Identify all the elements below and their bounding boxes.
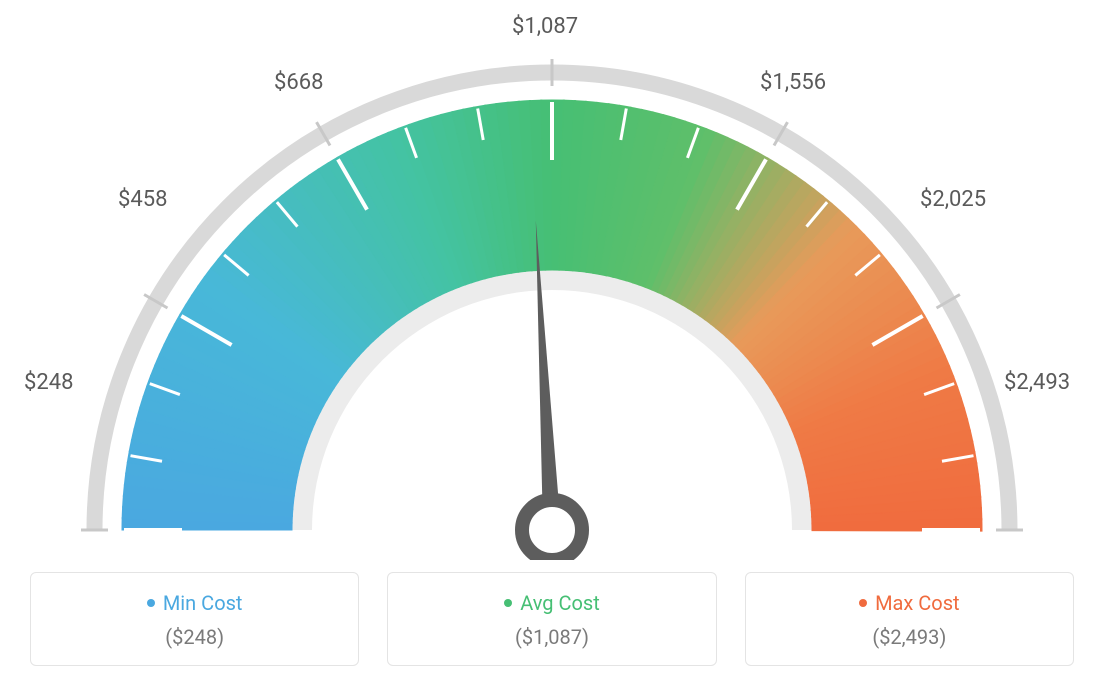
tick-label-6: $2,493 — [1004, 370, 1070, 395]
legend-title-avg: Avg Cost — [398, 591, 705, 615]
legend-row: Min Cost ($248) Avg Cost ($1,087) Max Co… — [30, 572, 1074, 666]
tick-label-0: $248 — [24, 370, 73, 395]
tick-label-2: $668 — [274, 70, 323, 95]
legend-title-text-max: Max Cost — [875, 591, 960, 615]
legend-dot-max — [859, 599, 867, 607]
legend-card-min: Min Cost ($248) — [30, 572, 359, 666]
legend-value-min: ($248) — [41, 625, 348, 649]
tick-label-3: $1,087 — [512, 14, 578, 39]
tick-label-1: $458 — [118, 187, 167, 212]
legend-value-max: ($2,493) — [756, 625, 1063, 649]
legend-card-max: Max Cost ($2,493) — [745, 572, 1074, 666]
legend-card-avg: Avg Cost ($1,087) — [387, 572, 716, 666]
tick-label-5: $2,025 — [920, 187, 986, 212]
legend-dot-min — [147, 599, 155, 607]
cost-gauge-chart: $248 $458 $668 $1,087 $1,556 $2,025 $2,493 Min… — [0, 0, 1104, 690]
legend-value-avg: ($1,087) — [398, 625, 705, 649]
legend-title-min: Min Cost — [41, 591, 348, 615]
legend-title-text-min: Min Cost — [163, 591, 243, 615]
gauge-svg — [0, 0, 1104, 560]
legend-title-max: Max Cost — [756, 591, 1063, 615]
gauge-area: $248 $458 $668 $1,087 $1,556 $2,025 $2,493 — [0, 0, 1104, 560]
legend-title-text-avg: Avg Cost — [520, 591, 600, 615]
legend-dot-avg — [504, 599, 512, 607]
tick-label-4: $1,556 — [760, 70, 826, 95]
